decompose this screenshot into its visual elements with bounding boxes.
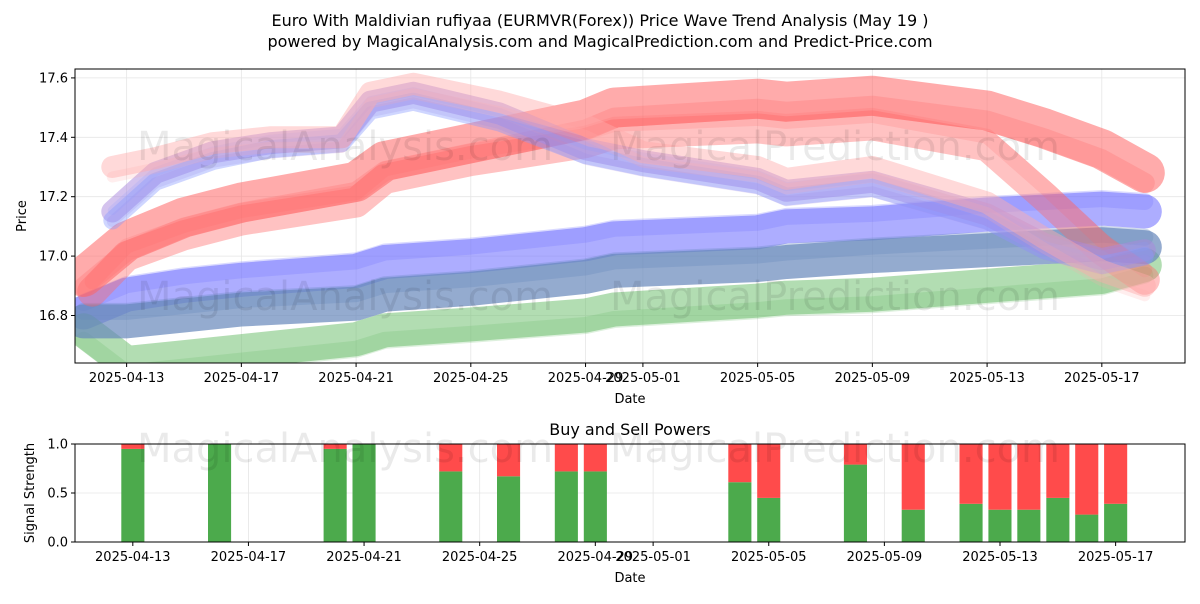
price-series-red-band-lower — [77, 110, 1160, 307]
sell-bar — [121, 444, 145, 449]
signal-x-tick-label: 2025-04-25 — [442, 550, 518, 565]
signal-x-tick-label: 2025-05-17 — [1078, 550, 1154, 565]
price-y-tick-label: 17.0 — [39, 250, 68, 265]
watermark-mid-right: MagicalPrediction.com — [610, 274, 1060, 320]
signal-x-tick-label: 2025-04-13 — [95, 550, 171, 565]
signal-y-axis-label: Signal Strength — [23, 443, 38, 543]
signal-bars — [121, 444, 1128, 542]
sell-bar — [1046, 444, 1070, 498]
price-series-slate-band — [75, 227, 1162, 339]
signal-x-tick-label: 2025-05-05 — [731, 550, 807, 565]
price-y-tick-label: 16.8 — [39, 309, 68, 324]
price-series-echo-green-band — [75, 266, 1154, 363]
price-series-echo-red-band-main — [75, 95, 1155, 297]
signal-x-tick-label: 2025-05-13 — [962, 550, 1038, 565]
buy-bar — [757, 497, 781, 542]
signal-y-tick-label: 0.5 — [47, 487, 68, 502]
buy-bar — [959, 503, 983, 542]
price-x-tick-label: 2025-04-21 — [318, 371, 394, 386]
buy-bar — [1075, 514, 1099, 542]
price-series-echo-pink-wave — [106, 88, 1151, 302]
sell-bar — [901, 444, 925, 510]
price-y-axis-label: Price — [15, 200, 30, 232]
price-series-echo-red-band-lower — [84, 107, 1153, 290]
buy-bar — [1104, 503, 1128, 542]
sell-bar — [988, 444, 1012, 510]
price-x-tick-label: 2025-05-13 — [949, 371, 1025, 386]
chart-title-line2: powered by MagicalAnalysis.com and Magic… — [267, 32, 932, 51]
chart-title-line1: Euro With Maldivian rufiyaa (EURMVR(Fore… — [272, 11, 929, 30]
price-x-tick-label: 2025-05-05 — [720, 371, 796, 386]
buy-bar — [901, 509, 925, 542]
buy-bar — [439, 471, 463, 542]
signal-axis-ticks: 2025-04-13 2025-04-17 2025-04-21 2025-04-25… — [47, 438, 1153, 566]
price-y-tick-label: 17.6 — [39, 71, 68, 86]
price-x-tick-label: 2025-04-25 — [433, 371, 509, 386]
buy-bar — [554, 471, 578, 542]
buy-bar — [728, 482, 752, 542]
signal-y-tick-label: 0.0 — [47, 536, 68, 551]
sell-bar — [843, 444, 867, 465]
sell-bar — [1017, 444, 1041, 510]
sell-bar — [1104, 444, 1128, 504]
buy-bar — [497, 476, 521, 542]
price-series-blue-wave — [103, 92, 1154, 274]
sell-bar — [439, 444, 463, 472]
sell-bar — [323, 444, 347, 449]
signal-chart-title: Buy and Sell Powers — [549, 420, 711, 439]
price-axis-ticks: 2025-04-13 2025-04-17 2025-04-21 2025-04-25… — [39, 71, 1140, 386]
buy-bar — [121, 448, 145, 542]
price-series-pink-wave — [101, 72, 1156, 297]
signal-y-tick-label: 1.0 — [47, 438, 68, 453]
price-series-echo-purple-wave — [106, 97, 1151, 275]
price-chart-frame — [74, 68, 1186, 364]
price-y-tick-label: 17.2 — [39, 190, 68, 205]
signal-x-tick-label: 2025-04-21 — [326, 550, 402, 565]
signal-x-tick-label: 2025-04-29 — [558, 550, 634, 565]
sell-bar — [497, 444, 521, 477]
price-series-purple-wave — [101, 81, 1156, 271]
sell-bar — [583, 444, 607, 472]
buy-bar — [208, 444, 232, 542]
buy-bar — [323, 448, 347, 542]
price-x-tick-label: 2025-04-29 — [548, 371, 624, 386]
price-x-tick-label: 2025-05-01 — [605, 371, 681, 386]
buy-bar — [583, 471, 607, 542]
price-series — [75, 72, 1165, 363]
price-x-tick-label: 2025-04-13 — [89, 371, 165, 386]
sell-bar — [554, 444, 578, 472]
buy-bar — [1046, 497, 1070, 542]
watermark-bottom-right: MagicalPrediction.com — [610, 426, 1060, 472]
price-series-green-band — [75, 248, 1162, 363]
price-x-tick-label: 2025-04-17 — [204, 371, 280, 386]
watermark-mid-left: MagicalAnalysis.com — [137, 274, 553, 320]
price-series-blue-band — [75, 191, 1162, 330]
price-x-tick-label: 2025-05-09 — [835, 371, 911, 386]
signal-x-axis-label: Date — [614, 571, 645, 586]
buy-bar — [1017, 509, 1041, 542]
price-x-tick-label: 2025-05-17 — [1064, 371, 1140, 386]
price-series-echo-slate-band — [75, 225, 1154, 320]
price-series-echo-blue-wave — [107, 87, 1150, 260]
signal-x-tick-label: 2025-05-09 — [847, 550, 923, 565]
price-chart: MagicalAnalysis.com MagicalPrediction.co… — [15, 68, 1186, 407]
buy-bar — [352, 444, 376, 542]
watermark-top-left: MagicalAnalysis.com — [137, 124, 553, 170]
sell-bar — [1075, 444, 1099, 515]
sell-bar — [757, 444, 781, 498]
signal-x-tick-label: 2025-04-17 — [211, 550, 287, 565]
buy-bar — [988, 509, 1012, 542]
watermark-top-right: MagicalPrediction.com — [610, 124, 1060, 170]
signal-x-tick-label: 2025-05-01 — [615, 550, 691, 565]
price-series-red-band-main — [75, 75, 1165, 297]
signal-chart: Buy and Sell Powers MagicalAnalysis.com … — [23, 420, 1186, 586]
watermark-bottom-left: MagicalAnalysis.com — [137, 426, 553, 472]
price-x-axis-label: Date — [614, 392, 645, 407]
buy-bar — [843, 464, 867, 542]
price-y-tick-label: 17.4 — [39, 131, 68, 146]
sell-bar — [728, 444, 752, 483]
sell-bar — [959, 444, 983, 504]
